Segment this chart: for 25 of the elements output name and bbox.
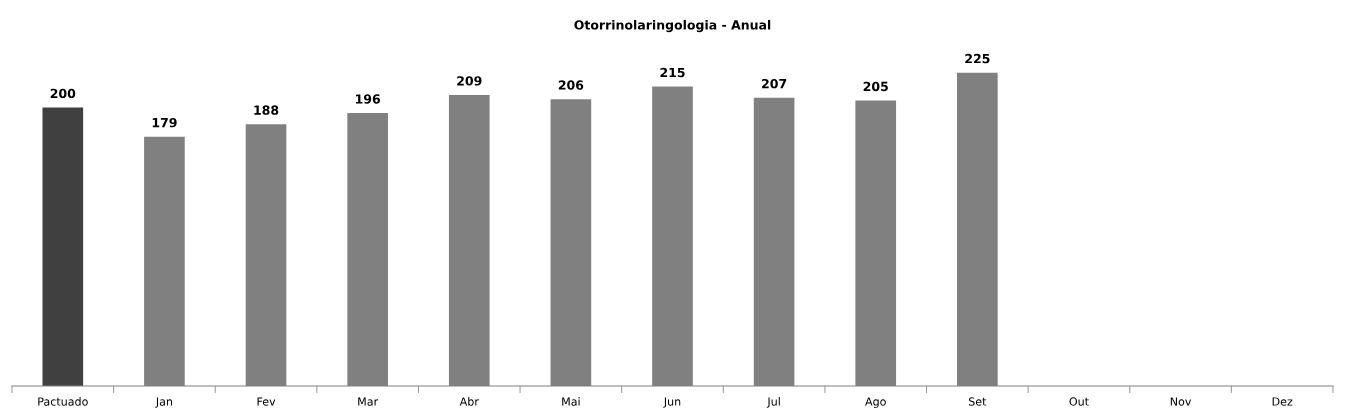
x-tick-label: Dez — [1272, 397, 1293, 406]
x-tick-label: Jun — [663, 397, 681, 408]
x-tick-label: Jan — [155, 397, 173, 408]
x-tick-label: Mai — [562, 397, 580, 406]
data-label: 188 — [254, 105, 279, 115]
data-label: 206 — [558, 80, 584, 90]
x-tick-label: Abr — [459, 397, 479, 406]
data-label: 179 — [152, 117, 177, 128]
data-label: 207 — [762, 78, 787, 89]
data-label: 196 — [356, 94, 381, 104]
bar — [42, 107, 84, 386]
data-label: 200 — [50, 88, 76, 99]
x-tick-label: Set — [968, 397, 987, 406]
data-label: 215 — [660, 67, 685, 78]
data-label: 209 — [457, 76, 482, 86]
data-label: 225 — [965, 53, 990, 64]
x-tick-label: Fev — [257, 397, 276, 406]
x-tick-label: Pactuado — [38, 397, 88, 406]
x-tick-label: Ago — [865, 397, 886, 408]
data-label: 205 — [863, 81, 888, 92]
x-tick-label: Mar — [358, 397, 379, 406]
x-tick-label: Nov — [1170, 397, 1192, 406]
x-tick-label: Jul — [766, 397, 780, 408]
chart-title: Otorrinolaringologia - Anual — [574, 19, 771, 33]
x-tick-label: Out — [1069, 397, 1089, 406]
